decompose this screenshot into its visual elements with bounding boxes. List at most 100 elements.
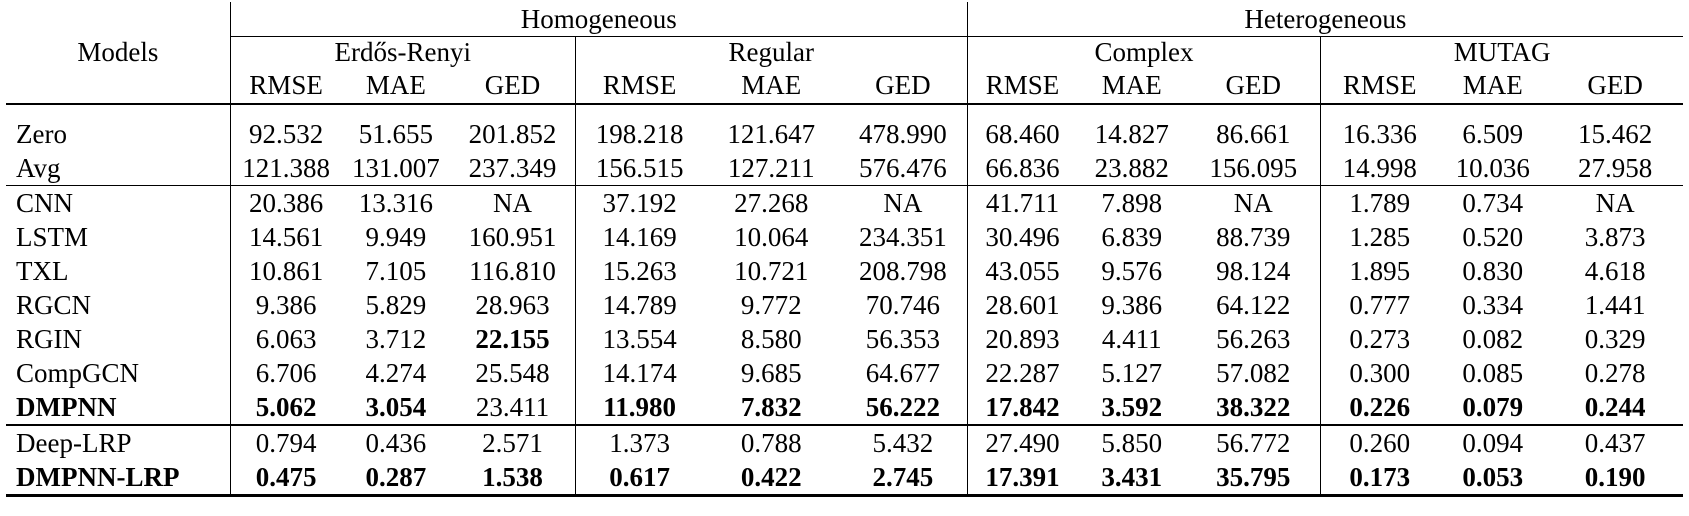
spacer-cell bbox=[967, 103, 1078, 117]
metric-value-cell: 17.391 bbox=[967, 460, 1078, 497]
metric-value-cell: 0.436 bbox=[341, 424, 451, 460]
model-name-cell: Avg bbox=[6, 151, 231, 186]
metric-value-cell: 23.411 bbox=[450, 390, 576, 425]
metric-header: GED bbox=[839, 68, 968, 104]
model-name-cell: LSTM bbox=[6, 220, 231, 254]
metric-header: RMSE bbox=[602, 70, 677, 100]
model-name-cell: RGCN bbox=[6, 288, 231, 322]
metric-value-cell: 92.532 bbox=[248, 118, 324, 149]
metric-value-cell: 121.388 bbox=[242, 152, 330, 183]
metric-value-cell: 56.263 bbox=[1186, 322, 1322, 356]
metric-value-cell: 57.082 bbox=[1186, 356, 1322, 390]
metric-value-cell: 121.647 bbox=[727, 118, 816, 149]
metric-value-cell: 86.661 bbox=[1186, 117, 1322, 151]
metric-value-cell: 0.085 bbox=[1462, 357, 1524, 388]
model-name-cell: Zero bbox=[6, 117, 231, 151]
metric-value-cell: 7.898 bbox=[1077, 185, 1187, 220]
metric-header: MAE bbox=[1101, 70, 1162, 100]
metric-value-cell: 156.095 bbox=[1186, 151, 1322, 186]
spacer-cell bbox=[1077, 103, 1187, 117]
header-row-metrics: RMSE MAE GED RMSE MAE GED RMSE MAE GED R… bbox=[6, 68, 1683, 104]
spacer-cell bbox=[341, 103, 451, 117]
metric-value-cell: 201.852 bbox=[450, 117, 576, 151]
metric-value-cell: 0.260 bbox=[1320, 424, 1439, 460]
metric-value-cell: 0.244 bbox=[1584, 391, 1646, 422]
metric-header: RMSE bbox=[985, 70, 1060, 100]
metric-value-cell: 3.431 bbox=[1077, 460, 1187, 497]
metric-header: RMSE bbox=[249, 70, 323, 100]
metric-value-cell: 3.712 bbox=[365, 323, 427, 354]
metric-value-cell: 68.460 bbox=[985, 118, 1060, 149]
metric-value-cell: 6.706 bbox=[255, 357, 317, 388]
dataset-header-erdos-renyi: Erdős-Renyi bbox=[230, 36, 576, 68]
table-row: Deep-LRP 0.794 0.436 2.571 1.373 0.788 5.432 27… bbox=[6, 424, 1683, 460]
metric-value-cell: 28.963 bbox=[450, 288, 576, 322]
metric-value-cell: 98.124 bbox=[1186, 254, 1322, 288]
metric-value-cell: 127.211 bbox=[727, 152, 815, 183]
metric-value-cell: 0.777 bbox=[1349, 289, 1411, 320]
metric-value-cell: 56.222 bbox=[839, 390, 968, 425]
metric-value-cell: 9.772 bbox=[740, 289, 802, 320]
metric-value-cell: 5.062 bbox=[255, 391, 317, 422]
metric-value-cell: 0.830 bbox=[1462, 255, 1524, 286]
metric-value-cell: 234.351 bbox=[839, 220, 968, 254]
metric-value-cell: 0.475 bbox=[230, 460, 342, 497]
metric-value-cell: 0.329 bbox=[1584, 323, 1646, 354]
metric-header: MAE bbox=[365, 70, 426, 100]
metric-value-cell: 22.287 bbox=[985, 357, 1060, 388]
metric-value-cell: 10.036 bbox=[1455, 152, 1530, 183]
metric-value-cell: 7.105 bbox=[365, 255, 427, 286]
spacer-cell bbox=[1186, 103, 1322, 117]
metric-header: GED bbox=[450, 68, 576, 104]
metric-value-cell: 16.336 bbox=[1342, 118, 1417, 149]
metric-value-cell: 4.274 bbox=[365, 357, 427, 388]
metric-value-cell: 116.810 bbox=[450, 254, 576, 288]
metric-value-cell: 9.949 bbox=[365, 221, 427, 252]
metric-value-cell: 2.571 bbox=[450, 424, 576, 460]
metric-value-cell: 17.842 bbox=[985, 391, 1060, 422]
metric-value-cell: 1.441 bbox=[1584, 289, 1646, 320]
metric-header: RMSE bbox=[1342, 70, 1417, 100]
group-header-homogeneous: Homogeneous bbox=[230, 2, 968, 37]
spacer-cell bbox=[1547, 103, 1683, 117]
metric-value-cell: 8.580 bbox=[740, 323, 802, 354]
model-name-cell: DMPNN-LRP bbox=[6, 460, 231, 497]
table-row: RGIN 6.063 3.712 22.155 13.554 8.580 56.353 20.… bbox=[6, 322, 1683, 356]
metric-value-cell: 1.895 bbox=[1349, 255, 1411, 286]
metric-value-cell: 11.980 bbox=[603, 391, 676, 422]
metric-value-cell: 15.462 bbox=[1577, 118, 1653, 149]
table-row: RGCN 9.386 5.829 28.963 14.789 9.772 70.746 28.… bbox=[6, 288, 1683, 322]
metric-value-cell: 156.515 bbox=[595, 152, 684, 183]
metric-header: GED bbox=[1186, 68, 1322, 104]
metric-value-cell: 3.054 bbox=[365, 391, 427, 422]
group-header-heterogeneous: Heterogeneous bbox=[1244, 3, 1407, 34]
metric-value-cell: 6.509 bbox=[1462, 118, 1524, 149]
metric-value-cell: 38.322 bbox=[1186, 390, 1322, 425]
metric-header: MAE bbox=[1462, 70, 1523, 100]
metric-value-cell: 160.951 bbox=[450, 220, 576, 254]
metric-value-cell: 5.850 bbox=[1077, 424, 1187, 460]
metric-value-cell: 3.873 bbox=[1584, 221, 1646, 252]
metric-value-cell: 10.861 bbox=[248, 255, 324, 286]
model-name-cell: Deep-LRP bbox=[6, 424, 231, 460]
metric-value-cell: 27.490 bbox=[967, 424, 1078, 460]
metric-value-cell: 4.618 bbox=[1584, 255, 1646, 286]
metric-value-cell: 0.079 bbox=[1462, 391, 1524, 422]
metric-value-cell: 7.832 bbox=[740, 391, 802, 422]
metric-value-cell: 23.882 bbox=[1094, 152, 1169, 183]
metric-value-cell: 198.218 bbox=[595, 118, 684, 149]
metric-value-cell: 576.476 bbox=[839, 151, 968, 186]
metric-value-cell: 0.287 bbox=[341, 460, 451, 497]
metric-value-cell: 30.496 bbox=[985, 221, 1060, 252]
metric-value-cell: 9.386 bbox=[255, 289, 317, 320]
model-name-cell: CNN bbox=[6, 185, 231, 220]
models-header: Models bbox=[6, 2, 231, 104]
metric-value-cell: 1.538 bbox=[450, 460, 576, 497]
metric-value-cell: 5.829 bbox=[365, 289, 427, 320]
metric-value-cell: 10.064 bbox=[734, 221, 809, 252]
header-rule-spacer bbox=[6, 103, 1683, 117]
metric-value-cell: 5.432 bbox=[839, 424, 968, 460]
metric-value-cell: 0.278 bbox=[1584, 357, 1646, 388]
metric-value-cell: 2.745 bbox=[839, 460, 968, 497]
spacer-cell bbox=[575, 103, 704, 117]
